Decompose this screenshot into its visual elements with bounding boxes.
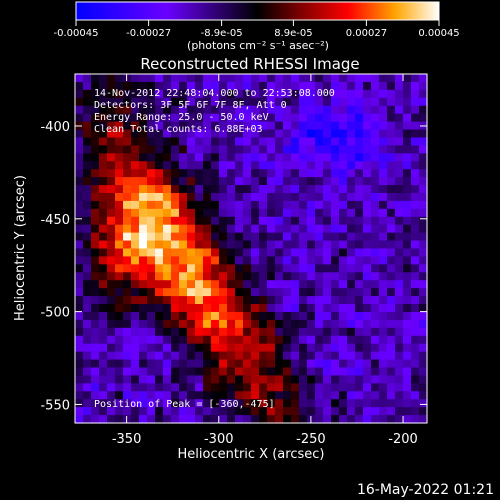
colorbar-tick-label: 8.9e-05 bbox=[274, 28, 312, 39]
peak-annotation: Position of Peak = [-360,-475] bbox=[94, 399, 275, 410]
y-tick-label: -500 bbox=[40, 306, 70, 321]
heatmap-image bbox=[75, 74, 428, 424]
method-annotation: Clean Total counts: 6.88E+03 bbox=[94, 124, 263, 135]
x-axis-label: Heliocentric X (arcsec) bbox=[178, 447, 325, 462]
energy-annotation: Energy Range: 25.0 - 50.0 keV bbox=[94, 112, 269, 123]
y-tick-label: -450 bbox=[40, 213, 70, 228]
colorbar-tick-label: -0.00045 bbox=[54, 28, 99, 39]
chart-title: Reconstructed RHESSI Image bbox=[140, 55, 359, 73]
x-tick-label: -350 bbox=[112, 432, 142, 447]
colorbar-tick-label: -8.9e-05 bbox=[201, 28, 243, 39]
y-tick-label: -550 bbox=[40, 398, 70, 413]
detectors-annotation: Detectors: 3F 5F 6F 7F 8F, Att 0 bbox=[94, 100, 287, 111]
colorbar-tick-label: 0.00027 bbox=[346, 28, 387, 39]
colorbar-units-label: (photons cm⁻² s⁻¹ asec⁻²) bbox=[187, 39, 329, 52]
time-range-annotation: 14-Nov-2012 22:48:04.000 to 22:53:08.000 bbox=[94, 88, 335, 99]
colorbar-ticks: -0.00045 -0.00027 -8.9e-05 8.9e-05 0.00027 0.… bbox=[54, 20, 460, 39]
footer-timestamp: 16-May-2022 01:21 bbox=[357, 482, 494, 498]
axis-ticks: -350 -300 -250 -200 -400 -450 -500 -550 bbox=[40, 74, 427, 447]
colorbar-tick-label: -0.00027 bbox=[126, 28, 171, 39]
y-axis-label: Heliocentric Y (arcsec) bbox=[13, 175, 28, 321]
y-tick-label: -400 bbox=[40, 120, 70, 135]
x-tick-label: -300 bbox=[204, 432, 234, 447]
colorbar-tick-label: 0.00045 bbox=[418, 28, 459, 39]
x-tick-label: -200 bbox=[388, 432, 418, 447]
colorbar bbox=[75, 1, 440, 21]
x-tick-label: -250 bbox=[296, 432, 326, 447]
plot-frame bbox=[74, 73, 428, 424]
